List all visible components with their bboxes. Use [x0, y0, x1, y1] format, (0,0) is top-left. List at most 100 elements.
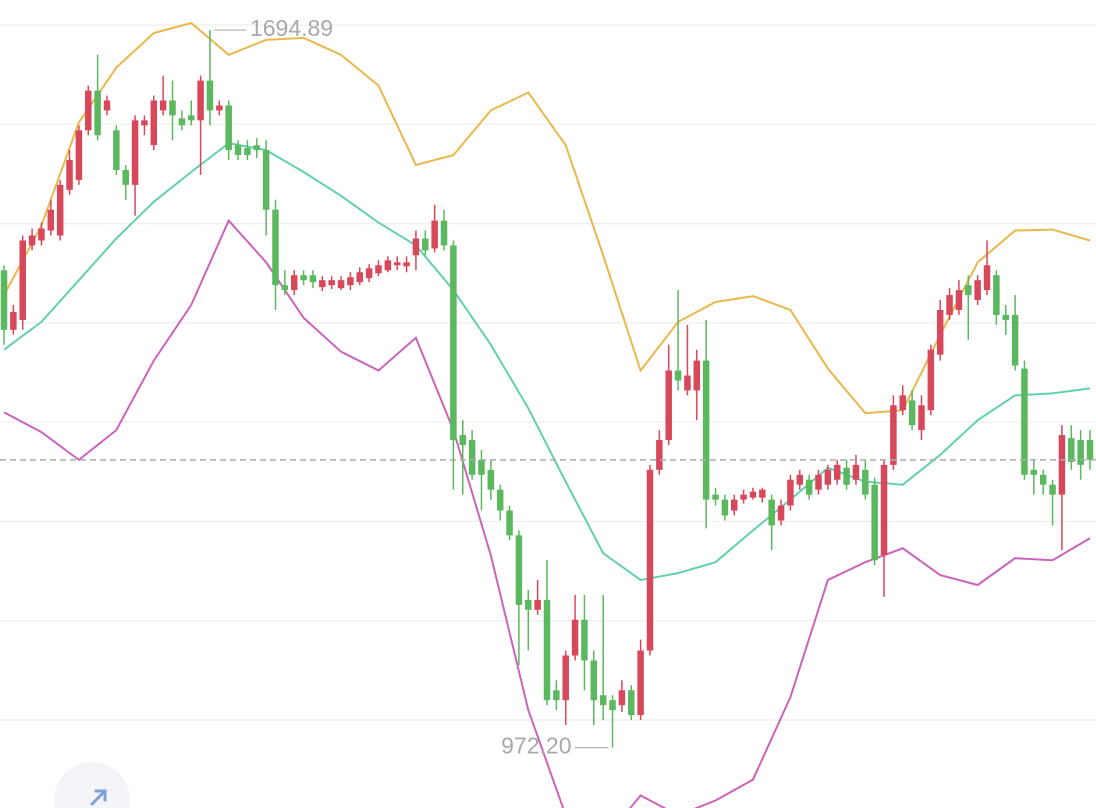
candle-body [393, 262, 401, 266]
candle-body [571, 619, 579, 656]
candle-body [431, 220, 438, 249]
candle-body [496, 489, 504, 511]
candle-body [599, 695, 607, 706]
candle-body [1021, 368, 1028, 475]
candle-body [965, 285, 972, 296]
candle-body [412, 238, 420, 256]
candle-body [487, 469, 495, 490]
candle-body [47, 209, 55, 231]
candle-body [674, 370, 682, 381]
candle-body [993, 275, 1000, 315]
candle-body [75, 130, 83, 180]
candle-body [787, 479, 794, 506]
candle-body [656, 440, 663, 470]
candle-body [609, 700, 616, 711]
candle-body [515, 535, 523, 605]
candle-body [141, 120, 148, 126]
candle-body [805, 479, 813, 495]
candle-body [300, 275, 307, 281]
candle-body [328, 280, 335, 286]
candle-body [824, 469, 832, 485]
annotation-label: 972.20 [501, 733, 571, 759]
candle-body [234, 145, 242, 156]
candle-body [356, 272, 364, 283]
candle-body [899, 395, 907, 411]
candle-body [422, 238, 429, 251]
candle-body [665, 370, 672, 441]
candle-body [450, 245, 457, 441]
candle-body [384, 260, 392, 271]
candle-body [1086, 440, 1094, 460]
candle-body [66, 160, 73, 190]
candle-body [646, 469, 654, 651]
candle-body [712, 494, 719, 500]
candle-body [1058, 435, 1066, 495]
candle-body [1030, 469, 1038, 475]
candle-body [1068, 438, 1075, 462]
candle-body [103, 100, 111, 111]
candle-body [440, 220, 448, 246]
candle-body [113, 130, 120, 170]
bands [3, 21, 1091, 808]
candle-body [169, 100, 176, 116]
candle-body [693, 360, 701, 391]
candle-body [28, 235, 36, 246]
candle-body [38, 228, 45, 241]
candle-body [974, 280, 981, 301]
candle-body [375, 265, 382, 274]
candle-body [562, 655, 569, 701]
candle-body [553, 690, 560, 701]
candle-body [187, 115, 195, 121]
candle-body [197, 80, 204, 121]
candle-body [506, 510, 513, 536]
candle-body [852, 464, 860, 480]
annotation-label: 1694.89 [250, 15, 333, 41]
candle-body [759, 489, 766, 498]
candle-body [122, 169, 129, 185]
candle-body [581, 619, 588, 661]
candle-body [478, 459, 485, 475]
band-line [3, 218, 1091, 808]
candle-body [918, 405, 925, 431]
candle-body [281, 285, 289, 291]
candle-body [684, 375, 691, 391]
candle-body [56, 184, 64, 236]
candle-body [628, 690, 635, 716]
candle-body [702, 360, 710, 500]
candle-body [94, 90, 101, 136]
candle-body [403, 262, 410, 267]
annotations: 1694.89 972.20 [213, 15, 609, 759]
candle-body [159, 100, 167, 111]
candle-body [1049, 484, 1056, 495]
candle-body [1002, 314, 1009, 320]
candle-body [319, 280, 326, 288]
candle-body [955, 290, 963, 310]
candle-body [843, 467, 850, 485]
candle-body [1077, 440, 1084, 465]
candle-body [815, 474, 822, 490]
candle-body [244, 148, 251, 156]
candles [0, 30, 1096, 748]
candle-body [936, 309, 944, 355]
band-line [3, 142, 1091, 582]
candle-body [0, 270, 8, 330]
candle-body [206, 80, 214, 111]
candle-body [290, 275, 298, 291]
candle-body [833, 464, 841, 480]
candle-body [468, 440, 476, 475]
candle-body [721, 499, 729, 516]
candle-body [880, 464, 888, 556]
candle-body [946, 295, 953, 315]
candle-body [749, 491, 757, 498]
candle-body [796, 474, 804, 485]
candle-body [543, 599, 551, 701]
candle-body [309, 275, 317, 283]
candle-body [618, 690, 626, 706]
candle-body [19, 240, 26, 320]
navigate-button[interactable] [54, 762, 130, 808]
candle-body [150, 100, 158, 146]
candle-body [534, 599, 541, 610]
candle-body [131, 120, 139, 185]
candle-body [85, 90, 92, 131]
